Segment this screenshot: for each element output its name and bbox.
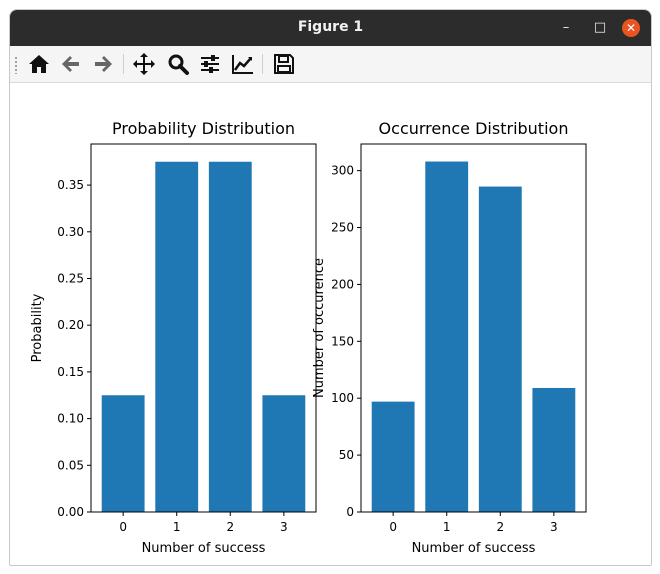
toolbar-separator [262, 54, 263, 74]
y-tick-label: 0.20 [57, 318, 84, 332]
y-tick-label: 50 [339, 448, 354, 462]
title-bar: Figure 1 – □ ✕ [10, 10, 651, 46]
back-icon[interactable] [58, 51, 84, 77]
x-axis-label: Number of success [412, 541, 536, 556]
maximize-icon[interactable]: □ [590, 18, 610, 38]
bar-3 [532, 388, 575, 512]
edit-axis-icon[interactable] [230, 51, 256, 77]
y-tick-label: 0 [346, 505, 354, 519]
y-tick-label: 250 [331, 221, 354, 235]
chart-title: Probability Distribution [112, 119, 295, 138]
configure-subplots-icon[interactable] [197, 51, 223, 77]
bar-3 [262, 395, 305, 512]
y-axis-label: Number of occurence [312, 258, 327, 398]
close-icon[interactable]: ✕ [622, 19, 640, 37]
y-tick-label: 0.05 [57, 458, 84, 472]
navigation-toolbar [10, 46, 651, 83]
bar-0 [372, 402, 415, 512]
y-tick-label: 300 [331, 164, 354, 178]
y-tick-label: 0.30 [57, 225, 84, 239]
toolbar-grip-icon[interactable] [14, 56, 18, 74]
chart-area: 0.00 0.05 0.10 0.15 0.20 0.25 0.30 0.35 0 1 2 3 Prob… [10, 83, 651, 565]
bar-2 [209, 162, 252, 512]
y-tick-label: 0.35 [57, 178, 84, 192]
pan-icon[interactable] [131, 51, 157, 77]
x-tick-label: 3 [550, 520, 558, 534]
y-tick-label: 200 [331, 277, 354, 291]
figure-window: Figure 1 – □ ✕ 0.00 [9, 9, 652, 566]
x-tick-label: 2 [496, 520, 504, 534]
save-icon[interactable] [271, 51, 297, 77]
bar-1 [155, 162, 198, 512]
forward-icon[interactable] [90, 51, 116, 77]
zoom-icon[interactable] [165, 51, 191, 77]
bar-1 [425, 162, 468, 512]
y-tick-label: 100 [331, 391, 354, 405]
x-tick-label: 1 [173, 520, 181, 534]
toolbar-separator [123, 54, 124, 74]
bar-2 [479, 187, 522, 512]
x-axis-label: Number of success [142, 541, 266, 556]
figure-canvas[interactable]: 0.00 0.05 0.10 0.15 0.20 0.25 0.30 0.35 0 1 2 3 Prob… [10, 83, 651, 565]
y-tick-label: 0.00 [57, 505, 84, 519]
x-tick-label: 1 [443, 520, 451, 534]
x-tick-label: 3 [280, 520, 288, 534]
x-tick-label: 0 [119, 520, 127, 534]
y-tick-label: 0.15 [57, 365, 84, 379]
chart-title: Occurrence Distribution [379, 119, 569, 138]
minimize-icon[interactable]: – [556, 18, 576, 38]
x-tick-label: 2 [226, 520, 234, 534]
y-tick-label: 0.10 [57, 412, 84, 426]
y-tick-label: 0.25 [57, 271, 84, 285]
x-tick-label: 0 [389, 520, 397, 534]
window-title: Figure 1 [10, 19, 651, 35]
y-tick-label: 150 [331, 334, 354, 348]
home-icon[interactable] [26, 51, 52, 77]
bar-0 [102, 395, 145, 512]
y-axis-label: Probability [30, 293, 45, 362]
